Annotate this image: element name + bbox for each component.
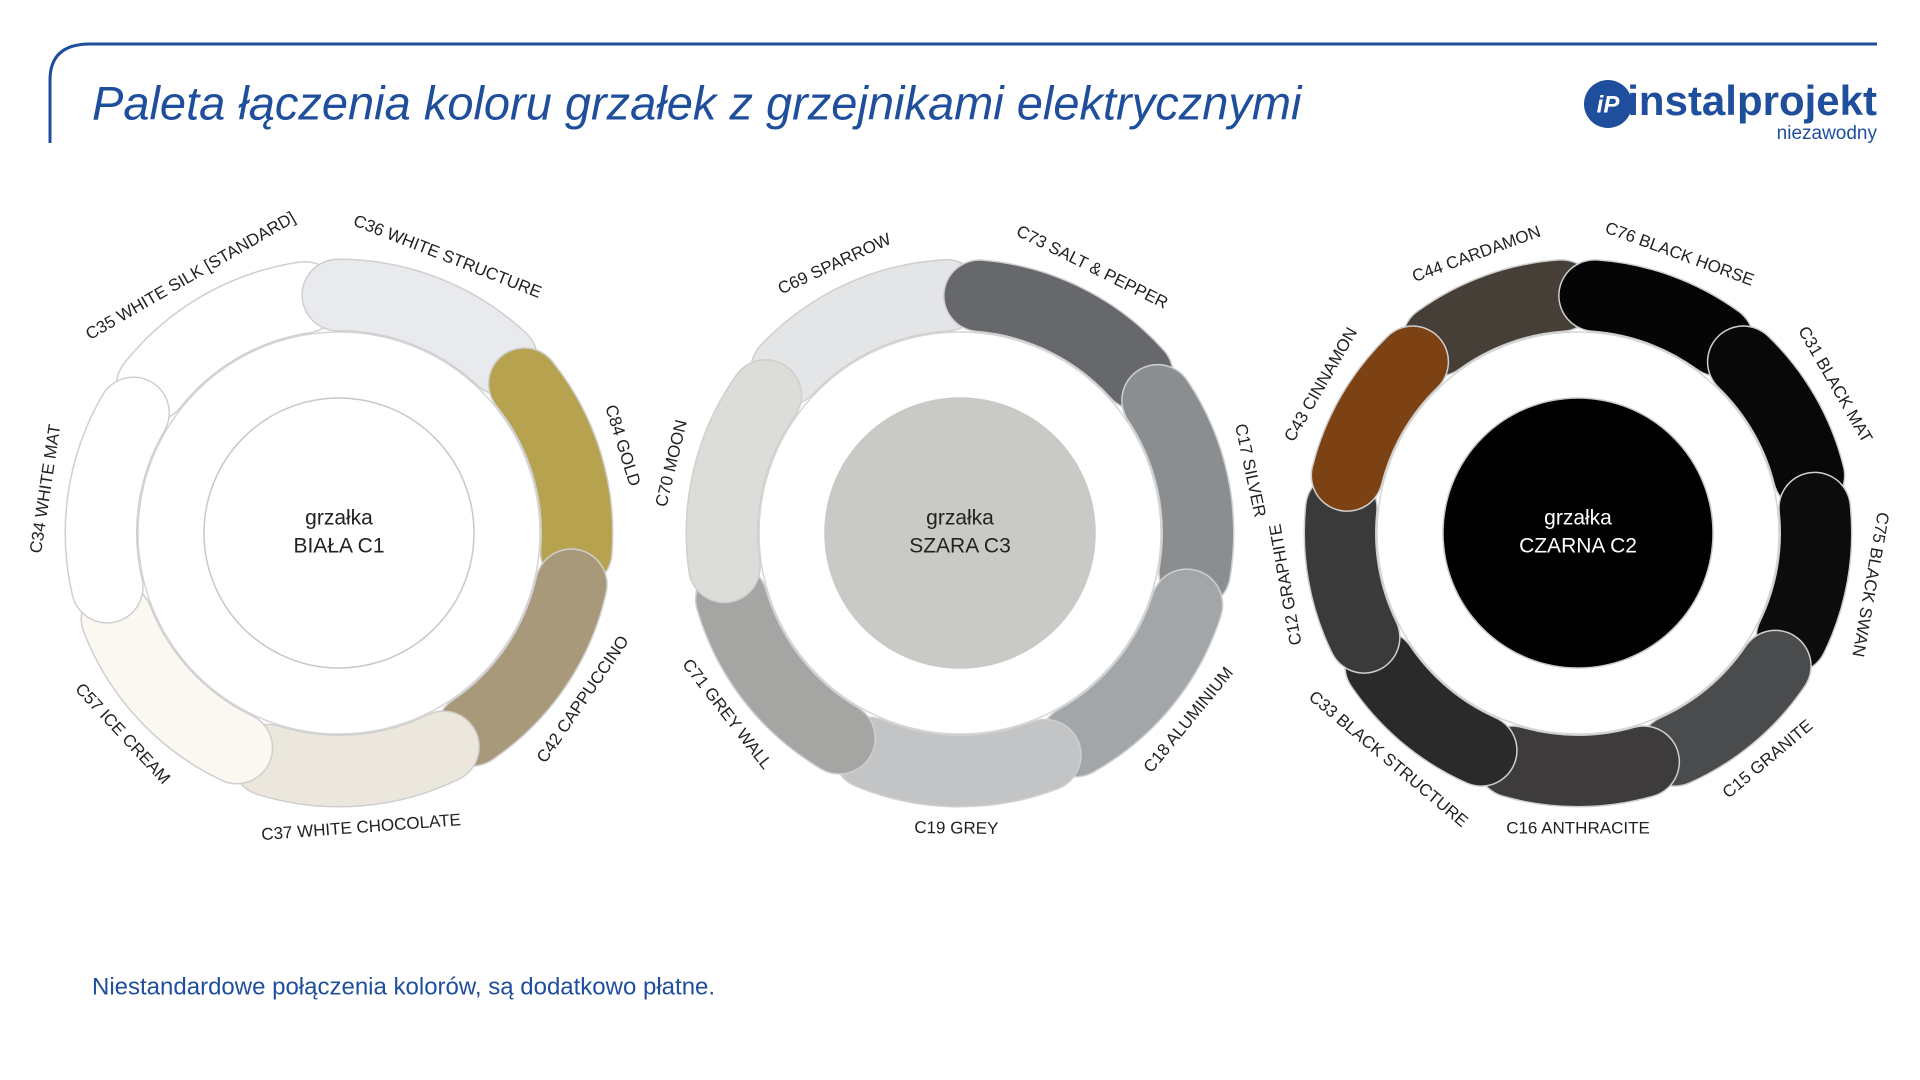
color-segment [834, 717, 1081, 806]
color-segment [437, 549, 607, 766]
color-segment [1403, 260, 1597, 376]
center-disk [203, 397, 475, 669]
color-segment [1639, 631, 1811, 786]
color-segment [1559, 260, 1753, 376]
footer-note: Niestandardowe połączenia kolorów, są do… [92, 973, 715, 1000]
wheels: C35 WHITE SILK [STANDARD] C36 WHITE STRUC… [26, 208, 1892, 844]
center-label: grzałka [1544, 507, 1612, 530]
title: Paleta łączenia koloru grzałek z grzejni… [92, 76, 1303, 129]
color-segment [489, 348, 612, 587]
logo: iP instalprojekt niezawodny [1584, 77, 1878, 144]
center-disk [1442, 397, 1714, 669]
center-disk [824, 397, 1096, 669]
logo-name: instalprojekt [1627, 77, 1877, 124]
color-segment [1345, 631, 1517, 786]
header-frame [48, 42, 1877, 143]
segment-label: C84 GOLD [601, 402, 644, 488]
color-segment [944, 260, 1173, 410]
color-segment [232, 711, 479, 806]
color-segment [1756, 473, 1851, 673]
center-label: SZARA C3 [909, 535, 1011, 558]
color-segment [696, 564, 875, 774]
color-segment [1122, 365, 1233, 608]
color-segment [302, 260, 537, 395]
color-segment [1477, 726, 1679, 806]
color-wheel: C35 WHITE SILK [STANDARD] C36 WHITE STRUC… [26, 208, 644, 844]
logo-mark: iP [1597, 91, 1621, 118]
color-segment [117, 262, 340, 421]
center-label: BIAŁA C1 [293, 535, 384, 558]
segment-label: C12 GRAPHITE [1265, 522, 1305, 646]
color-segment [82, 583, 272, 783]
segment-label: C34 WHITE MAT [26, 423, 64, 554]
segment-label: C75 BLACK SWAN [1848, 511, 1892, 659]
color-segment [751, 260, 982, 405]
segment-label: C19 GREY [914, 818, 998, 838]
color-segment [687, 360, 801, 602]
logo-tagline: niezawodny [1777, 123, 1878, 144]
logo-circle [1584, 80, 1632, 128]
segment-label: C17 SILVER [1231, 422, 1270, 519]
segment-label: C37 WHITE CHOCOLATE [261, 810, 462, 844]
color-segment [1305, 473, 1400, 673]
color-segment [1312, 326, 1448, 511]
center-label: grzałka [305, 507, 373, 530]
color-segment [1708, 326, 1844, 511]
color-segment [1040, 569, 1222, 777]
color-segment [66, 377, 169, 623]
center-label: CZARNA C2 [1519, 535, 1637, 558]
center-label: grzałka [926, 507, 994, 530]
segment-label: C16 ANTHRACITE [1506, 818, 1650, 837]
segment-label: C70 MOON [652, 418, 691, 509]
